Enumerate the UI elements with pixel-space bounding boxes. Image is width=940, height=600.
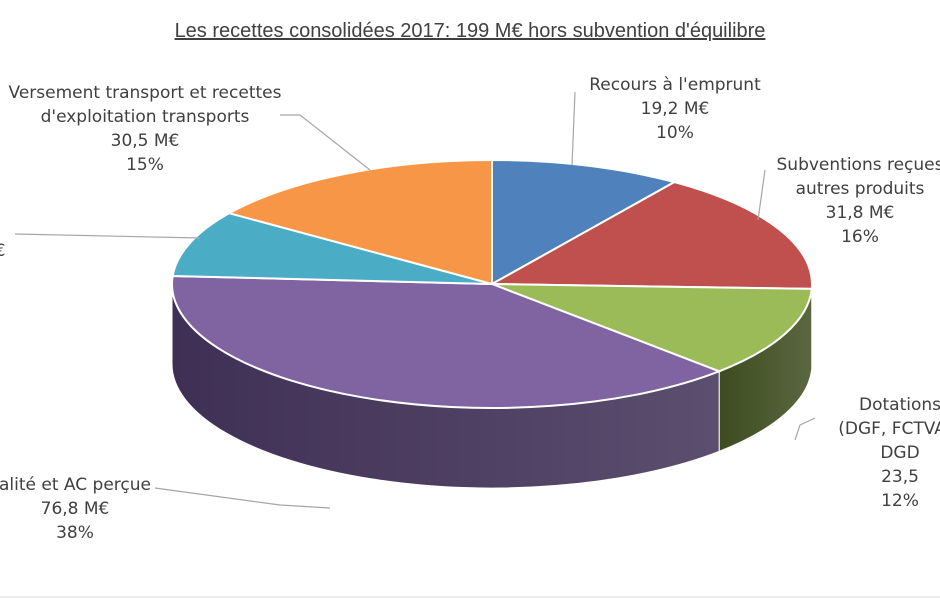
leader-line-dotations [794,417,816,441]
slice-label-autres: € [0,239,30,263]
slice-percent: 10% [656,123,694,143]
slice-name-line2: autres produits [795,179,925,199]
slice-value: 31,8 M€ [825,203,895,223]
pie-slice-subventions [488,181,813,290]
slice-label-dotations: Dotations (DGF, FCTVA, I DGD 23,5 12% [805,393,940,513]
pie-slice-emprunt [491,158,677,286]
chart-title: Les recettes consolidées 2017: 199 M€ ho… [174,20,766,42]
slice-value: 30,5 M€ [110,131,180,151]
slice-percent: 15% [126,155,164,175]
slice-name-line1: Dotations [859,395,940,415]
slice-name-line1: Versement transport et recettes [8,83,282,103]
leader-line-subventions [757,169,766,221]
slice-percent: 12% [881,491,919,511]
slice-value: € [0,239,30,263]
leader-line-fiscalite [154,487,331,509]
slice-name: alité et AC perçue [0,475,151,495]
slice-value: 23,5 [881,467,919,487]
pie-slice-autres [171,212,493,285]
slice-name-line3: DGD [880,443,920,463]
slice-name-line2: (DGF, FCTVA, I [838,419,940,439]
leader-lines [14,91,816,509]
pie-slice-versement-transport [226,158,493,286]
slice-percent: 16% [841,227,879,247]
slice-value: 19,2 M€ [640,99,710,119]
leader-line-autres [14,233,201,239]
pie-slice-dotations [491,283,813,373]
slice-label-subventions: Subventions reçues autres produits 31,8 … [760,153,940,249]
slice-percent: 38% [56,523,94,543]
slice-label-emprunt: Recours à l'emprunt 19,2 M€ 10% [565,73,785,145]
slice-name-line1: Subventions reçues [776,155,940,175]
pie-slice-fiscalite [171,274,722,409]
leader-line-emprunt [571,91,576,166]
slice-label-versement-transport: Versement transport et recettes d'exploi… [0,81,295,177]
slice-value: 76,8 M€ [40,499,110,519]
leader-line-versement-transport [280,114,371,171]
slice-label-fiscalite: alité et AC perçue 76,8 M€ 38% [0,473,245,545]
slice-name-line2: d'exploitation transports [40,107,250,127]
slice-name: Recours à l'emprunt [589,75,761,95]
pie-top [171,158,813,409]
